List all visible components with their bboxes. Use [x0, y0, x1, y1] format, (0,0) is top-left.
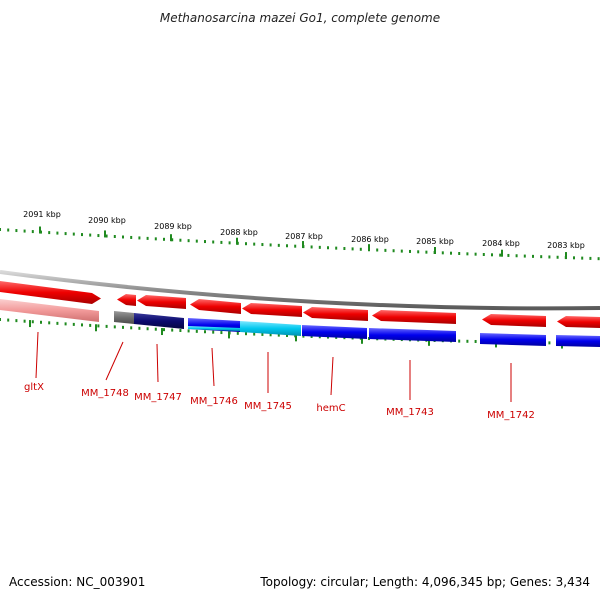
ruler-labels: 2091 kbp 2090 kbp 2089 kbp 2088 kbp 2087 kbp… — [23, 210, 585, 250]
ruler-label: 2087 kbp — [285, 232, 323, 241]
gene-label[interactable]: hemC — [316, 403, 345, 414]
genome-summary-text: Topology: circular; Length: 4,096,345 bp… — [259, 575, 590, 589]
accession-text: Accession: NC_003901 — [9, 575, 145, 589]
gene-forward-feature — [303, 307, 368, 321]
ruler-label: 2090 kbp — [88, 216, 126, 225]
gene-reverse-feature — [302, 325, 367, 339]
gene-reverse-feature — [134, 313, 184, 329]
gene-reverse-feature — [480, 333, 546, 346]
gene-reverse-feature — [556, 335, 600, 347]
gene-reverse-feature — [188, 326, 240, 331]
gene-label[interactable]: MM_1747 — [134, 392, 182, 403]
gene-forward-feature — [557, 316, 600, 328]
ruler-label: 2085 kbp — [416, 237, 454, 246]
gene-forward-feature — [0, 281, 101, 304]
gene-pseudo-feature — [0, 299, 99, 322]
genome-backbone — [0, 270, 600, 311]
map-title: Methanosarcina mazei Go1, complete genom… — [160, 11, 440, 25]
ruler-label: 2083 kbp — [547, 241, 585, 250]
gene-forward-feature — [482, 314, 546, 327]
gene-label[interactable]: MM_1746 — [190, 396, 238, 407]
gene-pseudo-feature — [114, 311, 134, 324]
gene-label[interactable]: MM_1743 — [386, 407, 434, 418]
gene-leader-line — [105, 341, 124, 381]
gene-label[interactable]: MM_1742 — [487, 410, 535, 421]
ruler-label: 2088 kbp — [220, 228, 258, 237]
gene-labels: gltX MM_1748 MM_1747 MM_1746 MM_1745 hemC MM_1… — [24, 331, 535, 421]
gene-forward-feature — [372, 310, 456, 324]
gene-forward-feature — [190, 299, 241, 314]
gene-forward-feature — [242, 303, 302, 317]
ruler-label: 2089 kbp — [154, 222, 192, 231]
gene-leader-line — [156, 343, 159, 383]
gene-reverse-feature — [240, 321, 301, 336]
gene-forward-feature — [117, 294, 136, 306]
gene-label[interactable]: gltX — [24, 382, 44, 393]
gene-track — [0, 281, 600, 347]
gene-leader-line — [35, 331, 39, 379]
gene-label[interactable]: MM_1745 — [244, 401, 292, 412]
ruler-label: 2084 kbp — [482, 239, 520, 248]
ruler-label: 2091 kbp — [23, 210, 61, 219]
gene-leader-line — [211, 347, 215, 387]
gene-reverse-feature — [369, 328, 456, 342]
gene-label[interactable]: MM_1748 — [81, 388, 129, 399]
gene-forward-feature — [137, 295, 186, 309]
gene-leader-line — [330, 356, 334, 396]
ruler-label: 2086 kbp — [351, 235, 389, 244]
